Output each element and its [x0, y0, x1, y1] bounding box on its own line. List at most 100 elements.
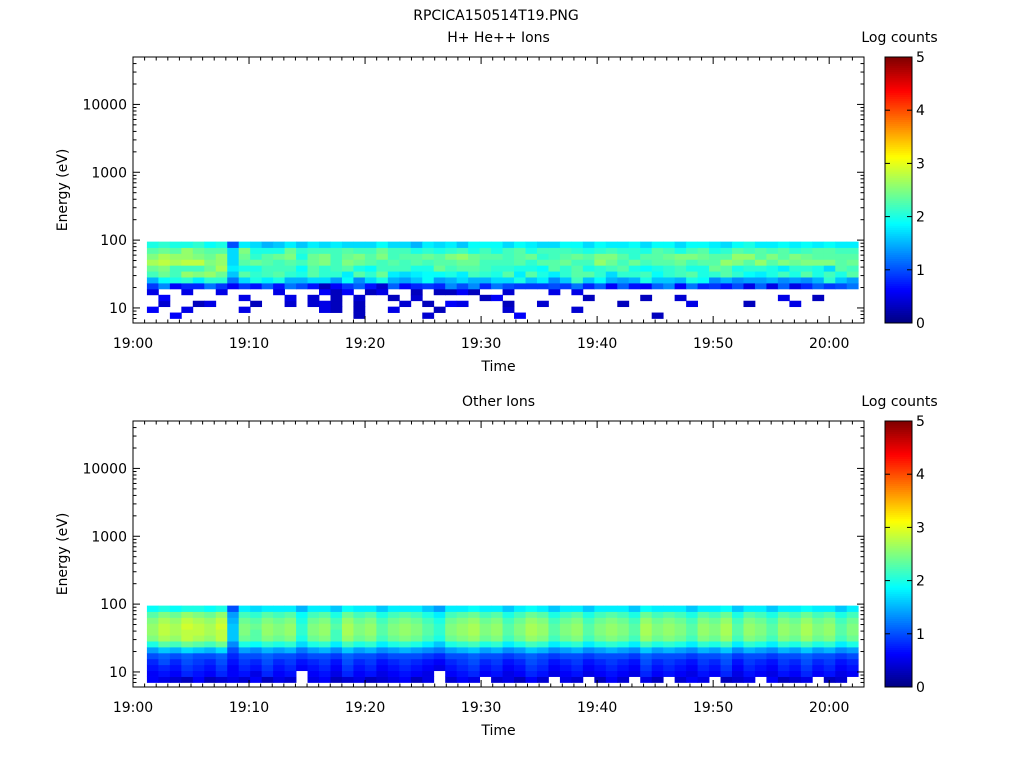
heatmap-cell — [284, 294, 297, 302]
heatmap-cell — [800, 253, 813, 260]
colorbar-swatch — [885, 674, 912, 678]
heatmap-cell — [720, 271, 733, 278]
heatmap-cell — [697, 611, 710, 618]
heatmap-cell — [479, 277, 492, 284]
heatmap-cell — [433, 306, 446, 313]
heatmap-cell — [812, 277, 825, 284]
heatmap-cell — [605, 676, 618, 683]
heatmap-cell — [525, 611, 538, 618]
heatmap-cell — [273, 652, 285, 660]
y-tick-label: 10 — [109, 665, 127, 681]
heatmap-cell — [514, 652, 526, 660]
heatmap-cell — [296, 271, 308, 278]
heatmap-cell — [422, 635, 435, 642]
heatmap-cell — [846, 629, 859, 636]
heatmap-cell — [192, 253, 205, 260]
heatmap-cell — [445, 605, 458, 612]
heatmap-cell — [502, 623, 515, 630]
heatmap-cell — [410, 658, 423, 666]
heatmap-cell — [743, 241, 756, 248]
colorbar-swatch — [885, 655, 912, 659]
heatmap-cell — [720, 670, 733, 677]
heatmap-cell — [697, 253, 710, 260]
heatmap-cell — [238, 271, 251, 278]
heatmap-cell — [812, 282, 825, 290]
heatmap-cell — [479, 652, 492, 660]
heatmap-cell — [640, 611, 653, 618]
heatmap-cell — [330, 664, 343, 672]
heatmap-cell — [559, 646, 572, 654]
heatmap-cell — [548, 623, 561, 630]
colorbar-swatch — [885, 630, 912, 634]
heatmap-cell — [594, 241, 607, 248]
heatmap-cell — [456, 658, 469, 666]
colorbar-swatch — [885, 123, 912, 127]
colorbar-swatch — [885, 678, 912, 682]
heatmap-cell — [238, 617, 251, 624]
colorbar-swatch — [885, 616, 912, 619]
heatmap-cell — [594, 635, 607, 642]
colorbar-swatch — [885, 460, 912, 464]
heatmap-cell — [617, 635, 630, 642]
heatmap-cell — [846, 271, 859, 278]
heatmap-cell — [491, 658, 503, 666]
x-tick-label: 19:20 — [345, 336, 385, 352]
heatmap-cell — [502, 617, 515, 624]
heatmap-cell — [307, 271, 320, 278]
heatmap-cell — [686, 652, 698, 660]
heatmap-cell — [789, 652, 802, 660]
heatmap-cell — [479, 253, 492, 260]
heatmap-cell — [387, 611, 400, 618]
heatmap-cell — [215, 652, 228, 660]
colorbar-swatch — [885, 206, 912, 210]
heatmap-cell — [169, 241, 182, 248]
heatmap-cell — [732, 611, 744, 618]
heatmap-cell — [399, 623, 412, 630]
heatmap-cell — [422, 629, 435, 636]
colorbar-swatch — [885, 108, 912, 112]
heatmap-cell — [835, 277, 848, 284]
heatmap-cell — [559, 629, 572, 636]
heatmap-cell — [628, 623, 641, 630]
heatmap-cell — [445, 617, 458, 624]
heatmap-cell — [674, 277, 687, 284]
heatmap-cell — [181, 646, 194, 654]
heatmap-cell — [582, 652, 595, 660]
heatmap-cell — [766, 247, 779, 254]
heatmap-cell — [525, 658, 538, 666]
heatmap-cell — [617, 629, 630, 636]
heatmap-cell — [777, 241, 790, 248]
heatmap-cell — [594, 664, 607, 672]
heatmap-cell — [720, 641, 733, 648]
heatmap-cell — [582, 277, 595, 284]
heatmap-cell — [617, 617, 630, 624]
heatmap-cell — [548, 259, 561, 266]
heatmap-cell — [766, 282, 779, 290]
heatmap-cell — [491, 294, 503, 302]
heatmap-cell — [697, 605, 710, 612]
heatmap-cell — [353, 241, 366, 248]
heatmap-cell — [846, 247, 859, 254]
heatmap-cell — [169, 277, 182, 284]
heatmap-cell — [605, 259, 618, 266]
colorbar-swatch — [885, 632, 912, 636]
heatmap-cell — [456, 641, 469, 648]
heatmap-cell — [307, 605, 320, 612]
heatmap-cell — [674, 265, 687, 272]
heatmap-cell — [548, 605, 561, 612]
heatmap-cell — [422, 641, 435, 648]
x-tick-label: 19:40 — [577, 700, 617, 716]
heatmap-cell — [192, 605, 205, 612]
heatmap-cell — [181, 241, 194, 248]
heatmap-cell — [146, 259, 159, 266]
heatmap-cell — [697, 664, 710, 672]
heatmap-cell — [640, 646, 653, 654]
heatmap-cell — [628, 605, 641, 612]
heatmap-cell — [709, 652, 721, 660]
heatmap-cell — [502, 241, 515, 248]
heatmap-cell — [238, 658, 251, 666]
heatmap-cell — [353, 312, 366, 319]
heatmap-cell — [686, 623, 698, 630]
heatmap-cell — [410, 253, 423, 260]
heatmap-cell — [582, 259, 595, 266]
